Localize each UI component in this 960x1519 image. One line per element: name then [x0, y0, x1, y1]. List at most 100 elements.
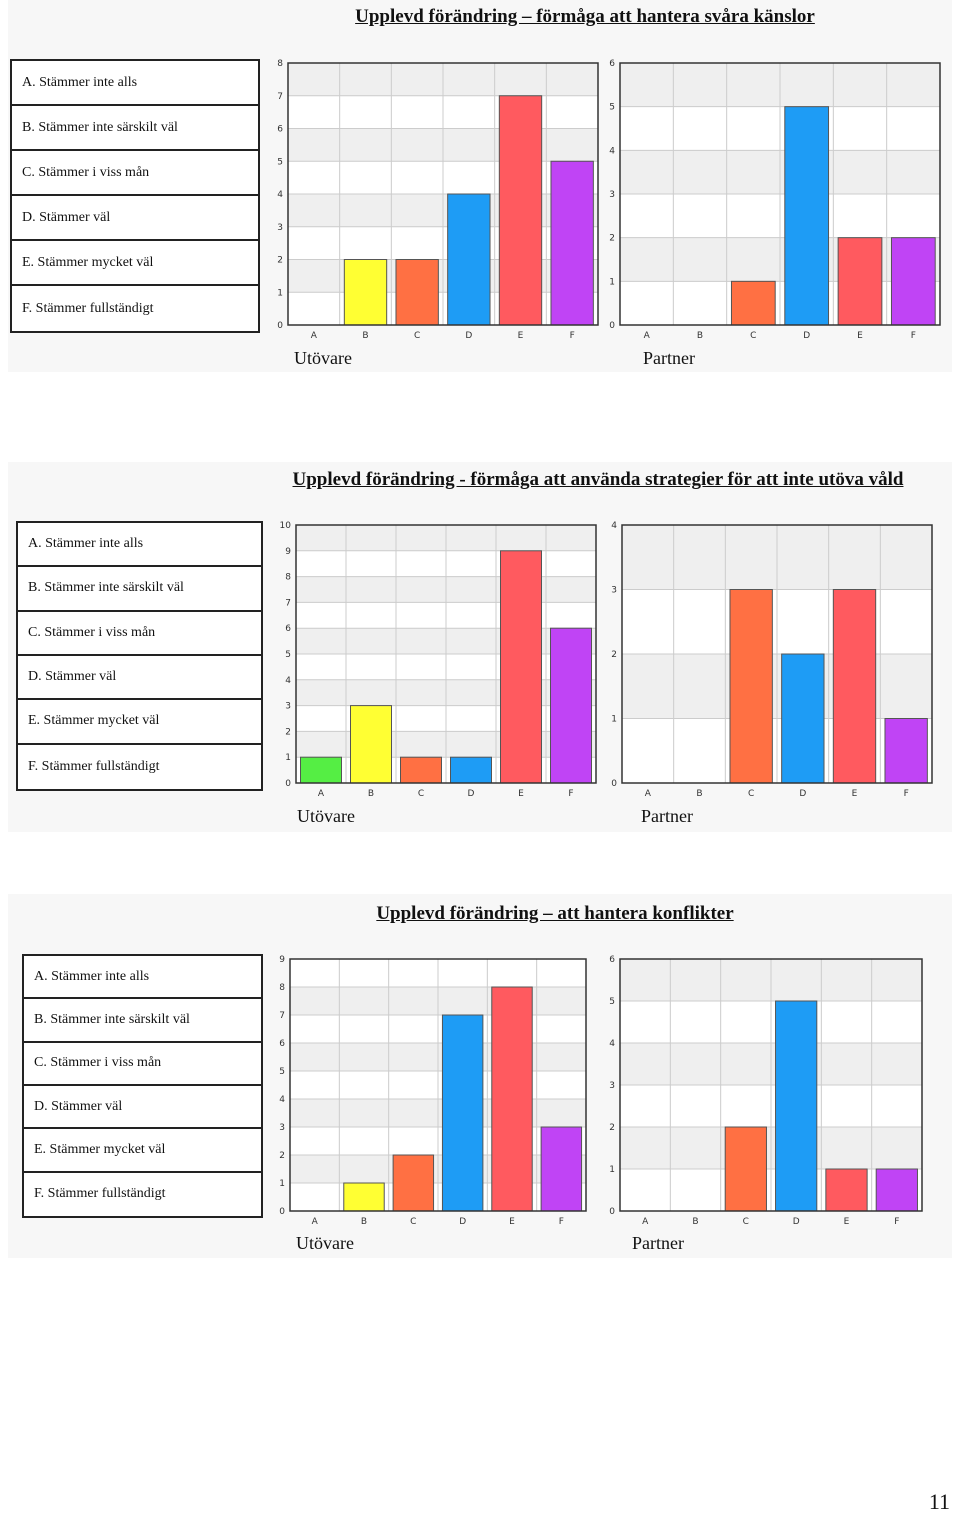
bar-b [343, 259, 388, 326]
bar-a [300, 756, 342, 784]
y-tick-label: 1 [611, 715, 617, 725]
x-tick-label: B [362, 331, 368, 341]
x-tick-label: D [459, 1217, 466, 1227]
x-tick-label: F [911, 331, 916, 341]
bar-e [491, 986, 533, 1212]
legend-item-e: E. Stämmer mycket väl [24, 1129, 261, 1173]
x-tick-label: B [361, 1217, 367, 1227]
legend-item-d: D. Stämmer väl [18, 656, 261, 701]
bar-e [498, 95, 543, 326]
legend-item-c: C. Stämmer i viss mån [12, 151, 258, 196]
x-tick-label: D [465, 331, 472, 341]
y-tick-label: 3 [609, 190, 615, 200]
chart-partner-2-label: Partner [641, 806, 693, 826]
y-tick-label: 2 [611, 650, 617, 660]
x-tick-label: E [844, 1217, 850, 1227]
y-tick-label: 1 [609, 277, 615, 287]
y-tick-label: 6 [277, 125, 283, 135]
bar-c [729, 589, 773, 784]
y-tick-label: 1 [285, 753, 291, 763]
bar-e [837, 237, 883, 326]
plot-border [619, 958, 923, 1212]
plot-border [287, 62, 599, 326]
x-tick-label: A [311, 331, 318, 341]
y-tick-label: 0 [285, 779, 291, 789]
y-tick-label: 4 [285, 676, 291, 686]
x-tick-label: F [570, 331, 575, 341]
chart-partner-1-label: Partner [643, 348, 695, 368]
bar-f [540, 1126, 583, 1212]
chart-utovare-3-plot: 0 1 2 3 4 5 6 7 8 9 A B C D E F [279, 955, 587, 1227]
x-tick-label: C [418, 789, 424, 799]
legend-item-d: D. Stämmer väl [12, 196, 258, 241]
y-tick-label: 8 [277, 59, 283, 69]
legend-item-c: C. Stämmer i viss mån [24, 1043, 261, 1086]
chart-partner-3-label: Partner [632, 1233, 684, 1253]
y-tick-label: 2 [609, 1123, 615, 1133]
section-1-legend: A. Stämmer inte alls B. Stämmer inte sär… [10, 59, 260, 333]
y-tick-label: 6 [285, 624, 291, 634]
chart-partner-2-plot: 0 1 2 3 4 A B C D E F [611, 521, 933, 799]
y-tick-label: 4 [609, 146, 615, 156]
legend-item-b: B. Stämmer inte särskilt väl [12, 106, 258, 151]
legend-item-e: E. Stämmer mycket väl [18, 700, 261, 745]
bar-f [550, 627, 592, 784]
legend-item-d: D. Stämmer väl [24, 1086, 261, 1130]
bar-e [832, 589, 877, 784]
y-tick-label: 2 [285, 727, 291, 737]
bar-d [441, 1014, 484, 1212]
y-tick-label: 1 [277, 288, 283, 298]
x-tick-label: B [692, 1217, 698, 1227]
y-tick-label: 2 [609, 234, 615, 244]
bar-b [343, 1182, 385, 1212]
legend-item-e: E. Stämmer mycket väl [12, 241, 258, 286]
bar-b [350, 705, 392, 784]
bar-c [724, 1126, 767, 1212]
x-tick-label: C [410, 1217, 416, 1227]
y-tick-label: 9 [285, 547, 291, 557]
legend-item-a: A. Stämmer inte alls [18, 523, 261, 568]
x-tick-label: D [468, 789, 475, 799]
y-tick-label: 8 [279, 983, 285, 993]
y-tick-label: 0 [611, 779, 617, 789]
y-tick-label: 2 [279, 1151, 285, 1161]
y-tick-label: 8 [285, 573, 291, 583]
x-tick-label: C [750, 331, 756, 341]
x-tick-label: A [644, 331, 651, 341]
bar-d [450, 756, 492, 784]
y-tick-label: 4 [609, 1039, 615, 1049]
legend-item-a: A. Stämmer inte alls [12, 61, 258, 106]
section-3-title: Upplevd förändring – att hantera konflik… [376, 903, 734, 924]
x-tick-label: B [696, 789, 702, 799]
y-tick-label: 3 [609, 1081, 615, 1091]
legend-item-a: A. Stämmer inte alls [24, 956, 261, 1000]
x-tick-label: D [799, 789, 806, 799]
bar-d [781, 653, 825, 784]
bar-d [447, 193, 491, 326]
chart-partner-1: 0 1 2 3 4 5 6 A B C D E F [609, 55, 942, 345]
bar-d [784, 106, 830, 326]
bar-c [400, 756, 442, 784]
chart-utovare-3: 0 1 2 3 4 5 6 7 8 9 A B C D E F [274, 951, 594, 1227]
section-1-title: Upplevd förändring – förmåga att hantera… [355, 6, 815, 27]
x-tick-label: F [559, 1217, 564, 1227]
y-tick-label: 5 [277, 157, 283, 167]
x-tick-label: A [642, 1217, 649, 1227]
bar-f [884, 718, 928, 784]
y-tick-label: 4 [277, 190, 283, 200]
legend-item-f: F. Stämmer fullständigt [22, 300, 154, 316]
legend-item-f: F. Stämmer fullständigt [34, 1186, 166, 1202]
y-tick-label: 3 [279, 1123, 285, 1133]
x-tick-label: E [518, 789, 524, 799]
x-tick-label: E [852, 789, 858, 799]
chart-utovare-1: 0 1 2 3 4 5 6 7 8 A B C D E F [270, 55, 600, 345]
y-tick-label: 7 [285, 598, 291, 608]
y-tick-label: 1 [279, 1179, 285, 1189]
plot-border [295, 524, 597, 784]
y-tick-label: 2 [277, 256, 283, 266]
chart-utovare-2-label: Utövare [297, 806, 355, 826]
x-tick-label: D [803, 331, 810, 341]
y-tick-label: 6 [279, 1039, 285, 1049]
x-tick-label: E [857, 331, 863, 341]
x-tick-label: A [318, 789, 325, 799]
